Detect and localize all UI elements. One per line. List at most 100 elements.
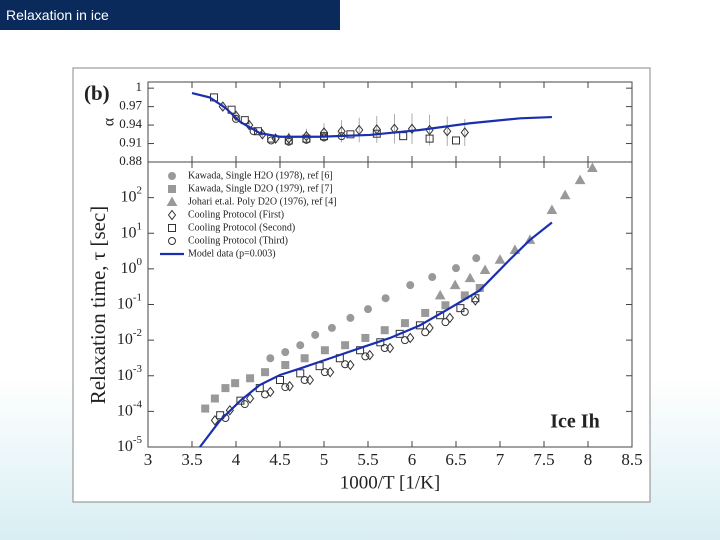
x-tick-label: 5.5 bbox=[357, 450, 378, 469]
y-axis-label: Relaxation time, τ [sec] bbox=[86, 206, 110, 405]
y-tick-base: 10 bbox=[117, 295, 133, 312]
y-tick-label: 0.97 bbox=[119, 98, 142, 113]
annotation: Ice Ih bbox=[550, 411, 599, 433]
marker bbox=[281, 361, 290, 370]
marker bbox=[167, 209, 177, 221]
marker bbox=[210, 394, 219, 403]
legend-label: Kawada, Single D2O (1979), ref [7] bbox=[188, 183, 333, 194]
marker bbox=[281, 348, 290, 357]
marker bbox=[168, 237, 176, 245]
marker bbox=[245, 393, 255, 404]
marker bbox=[395, 329, 404, 338]
y-tick-base: 10 bbox=[121, 260, 137, 277]
x-tick-label: 5 bbox=[320, 450, 329, 469]
marker bbox=[320, 368, 329, 377]
y-tick-label: 10-5 bbox=[117, 434, 143, 455]
x-tick-label: 4 bbox=[232, 450, 241, 469]
marker bbox=[425, 134, 434, 143]
marker bbox=[296, 341, 305, 350]
model-line bbox=[199, 221, 553, 448]
y-tick-label: 10-2 bbox=[117, 327, 142, 348]
x-axis-label: 1000/T [1/K] bbox=[340, 472, 440, 493]
marker bbox=[445, 312, 454, 324]
marker bbox=[341, 360, 350, 369]
marker bbox=[452, 136, 460, 145]
marker bbox=[464, 272, 476, 283]
marker bbox=[267, 136, 276, 145]
legend-label: Johari et.al. Poly D2O (1976), ref [4] bbox=[188, 196, 337, 207]
marker bbox=[341, 341, 350, 350]
y-tick-exponent: 1 bbox=[137, 220, 143, 232]
marker bbox=[443, 125, 452, 137]
marker bbox=[284, 137, 293, 146]
y-tick-label: 1 bbox=[136, 79, 143, 94]
y-tick-label: 10-4 bbox=[117, 398, 143, 419]
marker bbox=[327, 323, 336, 332]
marker bbox=[415, 321, 424, 330]
marker bbox=[406, 281, 415, 290]
model-line bbox=[191, 92, 552, 138]
marker bbox=[221, 384, 230, 393]
x-tick-label: 7 bbox=[496, 450, 505, 469]
x-tick-label: 4.5 bbox=[269, 450, 290, 469]
marker bbox=[407, 123, 417, 135]
marker bbox=[460, 127, 469, 138]
marker bbox=[380, 344, 389, 353]
y-tick-exponent: -5 bbox=[133, 434, 143, 446]
marker bbox=[231, 379, 240, 388]
marker bbox=[452, 264, 460, 273]
marker bbox=[479, 264, 491, 274]
figure-frame bbox=[72, 67, 651, 503]
marker bbox=[261, 390, 270, 399]
legend-label: Cooling Protocol (First) bbox=[188, 209, 284, 220]
marker bbox=[381, 294, 390, 303]
marker bbox=[434, 289, 446, 300]
panel-label: (b) bbox=[84, 81, 110, 105]
marker bbox=[460, 307, 469, 316]
marker bbox=[281, 383, 290, 392]
marker bbox=[261, 368, 270, 377]
y-tick-base: 10 bbox=[117, 402, 133, 419]
y-tick-base: 10 bbox=[117, 438, 133, 455]
y-tick-label: 0.91 bbox=[119, 135, 142, 150]
marker bbox=[471, 294, 480, 303]
x-tick-label: 8 bbox=[584, 450, 593, 469]
y-tick-base: 10 bbox=[121, 188, 137, 205]
marker bbox=[346, 130, 355, 139]
y-tick-exponent: -2 bbox=[133, 327, 142, 339]
marker bbox=[276, 375, 284, 384]
marker bbox=[546, 204, 558, 214]
legend-label: Kawada, Single H2O (1978), ref [6] bbox=[188, 170, 333, 181]
marker bbox=[472, 254, 481, 263]
marker bbox=[311, 330, 320, 339]
marker bbox=[296, 369, 305, 378]
y-tick-base: 10 bbox=[117, 366, 133, 383]
marker bbox=[246, 374, 255, 383]
marker bbox=[346, 313, 355, 322]
y-tick-label: 102 bbox=[121, 184, 143, 205]
marker bbox=[441, 318, 450, 327]
marker bbox=[361, 352, 370, 361]
x-tick-label: 3.5 bbox=[181, 450, 202, 469]
marker bbox=[587, 162, 598, 172]
y-tick-label: 0.88 bbox=[119, 153, 142, 168]
legend-label: Cooling Protocol (Second) bbox=[188, 222, 295, 233]
y-tick-label: 10-3 bbox=[117, 362, 143, 383]
marker bbox=[380, 326, 389, 335]
y-tick-label: 101 bbox=[121, 220, 143, 241]
marker bbox=[168, 185, 176, 193]
y-tick-exponent: 2 bbox=[137, 184, 143, 196]
marker bbox=[266, 386, 275, 398]
marker bbox=[201, 404, 210, 413]
marker bbox=[441, 301, 450, 310]
x-tick-label: 3 bbox=[144, 450, 153, 469]
y-tick-exponent: -1 bbox=[133, 291, 142, 303]
y-tick-base: 10 bbox=[117, 331, 133, 348]
y-tick-label: 0.94 bbox=[119, 116, 142, 131]
y-tick-label: 100 bbox=[121, 255, 143, 276]
marker bbox=[364, 305, 372, 314]
marker bbox=[449, 279, 461, 290]
y-tick-base: 10 bbox=[121, 224, 137, 241]
marker bbox=[400, 336, 409, 345]
